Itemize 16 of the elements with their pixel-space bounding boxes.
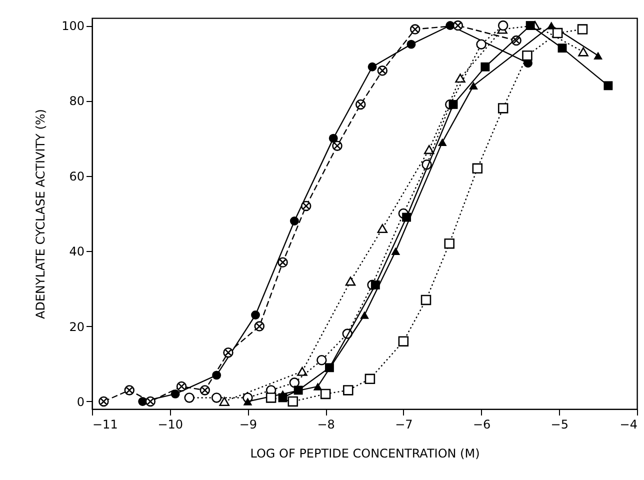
x-tick-label: −8: [317, 418, 335, 432]
x-axis-title: LOG OF PEPTIDE CONCENTRATION (M): [250, 446, 480, 460]
y-tick-label: 20: [69, 320, 84, 334]
x-tick-label: −9: [239, 418, 258, 432]
x-tick-label: −6: [472, 418, 491, 432]
y-tick-label: 60: [69, 169, 84, 184]
y-axis-title: ADENYLATE CYCLASE ACTIVITY (%): [34, 109, 48, 319]
y-tick-label: 40: [69, 244, 84, 259]
x-tick-label: −5: [550, 418, 568, 432]
x-tick-label: −4: [620, 418, 638, 432]
y-tick-label: 100: [62, 19, 84, 34]
x-tick-label: −7: [395, 418, 413, 432]
x-tick-label: −10: [158, 418, 184, 432]
y-tick-label: 80: [69, 94, 84, 108]
x-tick-label: −11: [92, 418, 118, 432]
y-tick-label: 0: [76, 394, 84, 409]
